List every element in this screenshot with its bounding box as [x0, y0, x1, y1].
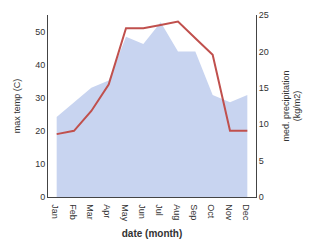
svg-text:50: 50: [35, 27, 45, 37]
svg-text:15: 15: [259, 83, 269, 93]
svg-text:Apr: Apr: [102, 204, 112, 218]
svg-text:Dec: Dec: [241, 204, 251, 221]
svg-text:Jun: Jun: [137, 204, 147, 219]
svg-text:Aug: Aug: [172, 204, 182, 220]
svg-text:20: 20: [259, 47, 269, 57]
svg-text:10: 10: [259, 119, 269, 129]
svg-text:0: 0: [40, 192, 45, 202]
svg-text:Mar: Mar: [85, 204, 95, 220]
svg-text:20: 20: [35, 126, 45, 136]
svg-text:25: 25: [259, 10, 269, 20]
svg-text:Jan: Jan: [50, 204, 60, 219]
svg-text:Sep: Sep: [189, 204, 199, 220]
svg-text:0: 0: [259, 192, 264, 202]
svg-text:Jul: Jul: [154, 204, 164, 216]
svg-text:40: 40: [35, 60, 45, 70]
svg-text:May: May: [120, 204, 130, 222]
svg-text:10: 10: [35, 159, 45, 169]
svg-text:Feb: Feb: [68, 204, 78, 220]
svg-text:30: 30: [35, 93, 45, 103]
svg-text:5: 5: [259, 156, 264, 166]
svg-text:max temp (C): max temp (C): [12, 79, 22, 134]
svg-text:med. precipitation(kg/m2): med. precipitation(kg/m2): [281, 70, 303, 141]
svg-text:Oct: Oct: [206, 204, 216, 219]
svg-text:date (month): date (month): [122, 228, 183, 239]
svg-text:Nov: Nov: [224, 204, 234, 221]
